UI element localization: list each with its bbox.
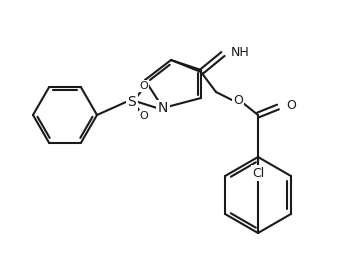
- Text: NH: NH: [231, 46, 250, 58]
- Text: O: O: [286, 99, 296, 112]
- Text: O: O: [140, 81, 149, 91]
- Text: S: S: [128, 95, 136, 109]
- Text: Cl: Cl: [252, 166, 264, 179]
- Text: N: N: [158, 101, 168, 115]
- Text: O: O: [140, 111, 149, 121]
- Text: O: O: [233, 94, 243, 107]
